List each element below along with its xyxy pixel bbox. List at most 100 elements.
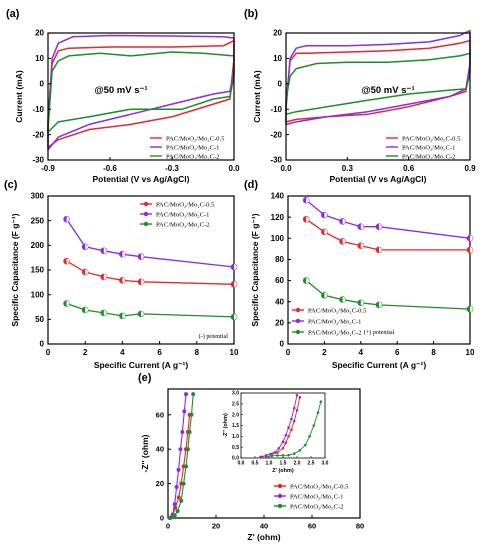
data-point [287, 453, 290, 457]
data-point [292, 419, 296, 423]
series-line [305, 218, 470, 251]
data-point-half [234, 281, 237, 288]
y-axis-label: -Z'' (ohm) [223, 413, 229, 438]
y-tick-label: 20 [275, 319, 284, 328]
legend-label: PAC/MoO₂/Mo₂C-2 [308, 330, 361, 337]
data-point [298, 449, 302, 452]
data-point [319, 400, 323, 403]
x-tick-label: 2.0 [294, 461, 301, 467]
data-point [295, 393, 299, 397]
y-tick-label: -10 [32, 105, 44, 114]
y-tick-label: 40 [156, 445, 164, 454]
legend-label: PAC/MoO₂/Mo₂C-0.5 [166, 136, 225, 143]
data-point-half [306, 197, 309, 204]
y-tick-label: 300 [31, 192, 45, 201]
data-point [174, 485, 179, 490]
data-point [172, 513, 177, 518]
y-tick-label: 0 [40, 79, 45, 88]
data-point [281, 446, 285, 450]
data-point [290, 417, 293, 421]
y-axis-label: Current (mA) [14, 70, 24, 123]
data-point-half [324, 212, 328, 218]
x-tick-label: -0.9 [41, 164, 55, 173]
data-point [277, 446, 281, 450]
data-point-half [379, 223, 382, 230]
x-axis-label: Potential (V vs Ag/AgCl) [93, 174, 190, 184]
y-tick-label: 10 [35, 54, 44, 63]
plot-frame [287, 195, 471, 345]
y-tick-label: -30 [270, 156, 282, 165]
x-tick-label: 2 [83, 348, 88, 357]
y-tick-label: 60 [156, 410, 164, 419]
data-point-half [379, 302, 382, 308]
y-tick-label: 10 [273, 54, 282, 63]
legend-label: PAC/MoO₂/Mo₂C-1 [290, 494, 343, 501]
data-point-half [234, 314, 237, 320]
data-point-half [85, 269, 88, 275]
data-point-half [360, 299, 364, 306]
data-point [290, 428, 293, 432]
x-tick-label: 6 [395, 348, 400, 357]
x-tick-label: 2 [322, 348, 327, 357]
data-point-half [66, 216, 70, 222]
data-point-half [85, 307, 88, 313]
y-tick-label: 0 [40, 340, 45, 349]
annotation: (+) potential [364, 329, 395, 336]
x-axis-label: Potential (V vs Ag/AgCl) [330, 174, 427, 184]
data-point-half [66, 258, 70, 264]
y-tick-label: 40 [275, 297, 284, 306]
legend-label: PAC/MoO₂/Mo₂C-2 [166, 154, 219, 161]
data-point-half [122, 251, 126, 258]
x-tick-label: 0.3 [342, 164, 354, 173]
data-point-half [379, 247, 382, 253]
y-tick-label: -10 [270, 105, 282, 114]
plot-frame [47, 32, 235, 161]
data-point-half [470, 306, 473, 312]
x-tick-label: 0.5 [252, 461, 259, 467]
x-axis-label: Specific Current (A g⁻¹) [332, 360, 427, 370]
series-line [66, 302, 235, 318]
data-point [287, 435, 290, 438]
x-tick-label: -0.3 [165, 164, 179, 173]
panel-label: (d) [244, 179, 258, 191]
data-point-half [342, 238, 346, 245]
y-tick-label: 20 [35, 29, 44, 38]
legend-marker [295, 307, 301, 313]
x-tick-label: -0.6 [103, 164, 117, 173]
y-tick-label: 2.5 [232, 402, 239, 408]
y-tick-label: -20 [32, 130, 44, 139]
x-tick-label: 40 [260, 522, 268, 531]
x-tick-label: 10 [466, 348, 475, 357]
data-point [292, 406, 296, 410]
x-tick-label: 0.6 [403, 164, 415, 173]
data-point-half [470, 235, 473, 242]
data-point [191, 392, 196, 397]
x-tick-label: 0.0 [228, 164, 240, 173]
data-point-half [342, 296, 346, 303]
y-tick-label: -30 [32, 156, 44, 165]
x-axis-label: Z' (ohm) [247, 532, 280, 542]
data-point [270, 454, 274, 458]
legend-label: PAC/MoO₂/Mo₂C-0.5 [290, 484, 349, 491]
legend-marker [295, 318, 301, 324]
data-point-half [342, 218, 346, 225]
y-tick-label: 100 [271, 234, 285, 243]
data-point-half [324, 292, 328, 299]
legend-marker [295, 329, 301, 335]
x-tick-label: 20 [212, 522, 220, 531]
legend-marker [277, 483, 283, 489]
x-tick-label: 6 [157, 348, 162, 357]
data-point-half [66, 300, 70, 307]
y-tick-label: 3.0 [232, 391, 239, 397]
series-line [66, 260, 235, 285]
x-tick-label: 8 [431, 348, 436, 357]
x-tick-label: 1.5 [280, 461, 287, 467]
legend-marker [143, 211, 149, 217]
data-point [284, 433, 288, 437]
legend-marker [143, 201, 149, 207]
data-point-half [141, 279, 144, 285]
data-point-half [234, 264, 237, 270]
data-point [292, 452, 296, 455]
data-point [259, 455, 262, 459]
data-point [281, 454, 285, 457]
